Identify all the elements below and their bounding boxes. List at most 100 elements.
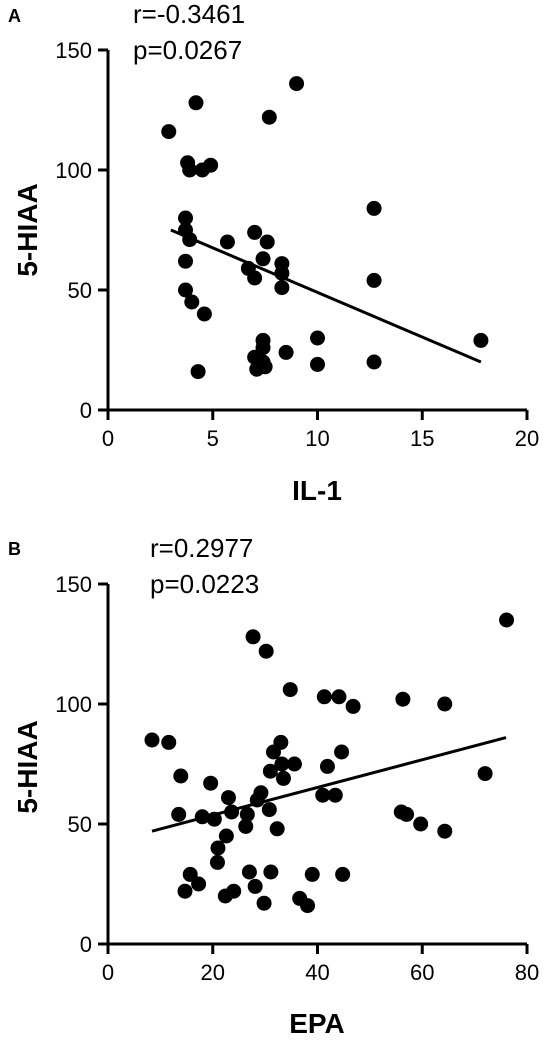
panel-b-x-tick-label: 80 (515, 960, 539, 985)
panel-a-label: A (8, 6, 21, 26)
panel-b-data-point (262, 763, 278, 779)
panel-b-data-point (209, 854, 225, 870)
panel-a-data-point (182, 232, 198, 248)
panel-b-data-point (275, 770, 291, 786)
panel-b-data-point (315, 787, 331, 803)
panel-a-y-tick-label: 50 (68, 278, 92, 303)
panel-a-x-tick-label: 0 (102, 426, 114, 451)
panel-b-data-point (245, 629, 261, 645)
panel-b-data-point (161, 734, 177, 750)
panel-b-data-point (395, 691, 411, 707)
panel-b-data-point (177, 883, 193, 899)
panel-a-data-point (178, 210, 194, 226)
panel-b-data-point (173, 768, 189, 784)
panel-a-data-point (219, 234, 235, 250)
panel-a-data-point (310, 330, 325, 346)
panel-b-data-point (194, 809, 210, 825)
panel-a-r-value: r=-0.3461 (133, 0, 245, 29)
panel-b-data-point (191, 876, 207, 892)
panel-a-x-tick-label: 5 (207, 426, 219, 451)
panel-a-data-point (310, 356, 325, 372)
panel-b-y-axis-title: 5-HIAA (12, 720, 43, 813)
panel-b-x-tick-label: 0 (102, 960, 114, 985)
panel-a-data-point (274, 280, 290, 296)
panel-b-data-point (437, 823, 453, 839)
panel-a-data-point (278, 344, 294, 360)
panel-a-data-point (289, 76, 305, 92)
panel-a-data-point (178, 253, 194, 269)
panel-b-data-point (210, 840, 226, 856)
panel-b-data-point (261, 802, 277, 818)
panel-b-x-tick-label: 20 (201, 960, 225, 985)
panel-b-label: B (8, 539, 21, 559)
panel-a-data-point (247, 270, 263, 286)
panel-b-data-point (335, 866, 351, 882)
panel-a-data-point (203, 157, 219, 173)
panel-b-data-point (226, 883, 242, 899)
panel-b-data-point (247, 878, 263, 894)
panel-b-data-point (263, 864, 279, 880)
panel-b-x-tick-label: 60 (410, 960, 434, 985)
panel-a-data-point (257, 359, 273, 375)
panel-b-data-point (327, 787, 343, 803)
panel-a-y-axis-title: 5-HIAA (12, 183, 43, 276)
panel-a-data-point (182, 162, 198, 178)
panel-b-data-point (331, 689, 347, 705)
panel-a-x-tick-label: 15 (410, 426, 434, 451)
panel-b-data-point (274, 756, 290, 772)
panel-a-x-axis-title: IL-1 (292, 475, 342, 506)
panel-b-data-point (334, 744, 350, 760)
panel-a-data-point (161, 124, 177, 140)
panel-b-data-point (345, 698, 361, 714)
panel-a-data-point (259, 234, 275, 250)
panel-a-data-point (184, 294, 200, 310)
panel-a-data-point (188, 95, 204, 111)
panel-a-y-tick-label: 150 (55, 38, 92, 63)
panel-a-x-tick-label: 10 (305, 426, 329, 451)
panel-a-y-tick-label: 100 (55, 158, 92, 183)
panel-b-data-point (218, 828, 234, 844)
panel-b-data-point (239, 806, 255, 822)
panel-b-data-point (282, 682, 298, 698)
panel-a-data-point (366, 354, 382, 370)
panel-b-data-point (300, 898, 316, 914)
panel-b-data-point (477, 766, 493, 782)
panel-a-y-tick-label: 0 (80, 398, 92, 423)
panel-b-data-point (286, 756, 302, 772)
panel-b: B r=0.2977 p=0.0223 5-HIAA EPA 0 50 100 150… (8, 533, 539, 1039)
panel-a-data-point (247, 224, 263, 240)
panel-a-data-point (178, 282, 194, 298)
panel-b-y-tick-label: 50 (68, 812, 92, 837)
panel-a-data-point (366, 272, 382, 288)
panel-b-data-point (258, 643, 274, 659)
panel-b-data-point (316, 689, 332, 705)
panel-b-data-point (269, 821, 285, 837)
panel-b-data-point (399, 806, 415, 822)
panel-b-y-tick-label: 150 (55, 572, 92, 597)
panel-a-data-point (261, 109, 277, 125)
panel-a-data-point (366, 200, 382, 216)
panel-b-data-point (304, 866, 320, 882)
panel-b-data-point (220, 790, 236, 806)
panel-b-data-point (256, 895, 272, 911)
panel-b-data-point (413, 816, 429, 832)
panel-b-data-point (253, 785, 269, 801)
panel-a-data-point (196, 306, 212, 322)
panel-a-data-point (473, 332, 489, 348)
panel-b-r-value: r=0.2977 (150, 533, 253, 563)
panel-b-x-axis-title: EPA (289, 1008, 345, 1039)
panel-b-data-point (206, 811, 222, 827)
panel-b-data-point (144, 732, 160, 748)
panel-a-data-point (190, 364, 206, 380)
panel-a-data-point (255, 251, 271, 267)
panel-b-data-point (437, 696, 453, 712)
panel-b-data-point (273, 734, 289, 750)
panel-b-p-value: p=0.0223 (150, 569, 259, 599)
panel-b-data-point (319, 758, 335, 774)
panel-a-regression-line (170, 228, 482, 364)
panel-b-data-point (203, 775, 219, 791)
panel-b-x-tick-label: 40 (305, 960, 329, 985)
panel-b-data-point (224, 804, 240, 820)
panel-a-data-point (274, 265, 290, 281)
